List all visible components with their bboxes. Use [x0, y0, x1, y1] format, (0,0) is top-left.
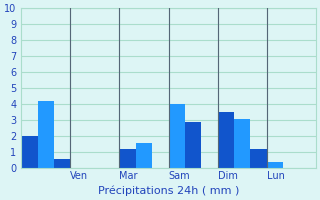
Bar: [119, 149, 128, 168]
Bar: [218, 112, 226, 168]
Bar: [136, 143, 144, 168]
Bar: [62, 159, 70, 168]
Bar: [177, 104, 185, 168]
Bar: [21, 136, 29, 168]
X-axis label: Précipitations 24h ( mm ): Précipitations 24h ( mm ): [98, 185, 239, 196]
Bar: [226, 112, 234, 168]
Bar: [29, 136, 38, 168]
Bar: [144, 143, 152, 168]
Bar: [169, 104, 177, 168]
Bar: [185, 122, 193, 168]
Bar: [250, 149, 259, 168]
Bar: [193, 122, 201, 168]
Bar: [259, 149, 267, 168]
Bar: [267, 162, 275, 168]
Bar: [38, 101, 46, 168]
Bar: [242, 119, 250, 168]
Bar: [128, 149, 136, 168]
Bar: [46, 101, 54, 168]
Bar: [54, 159, 62, 168]
Bar: [275, 162, 283, 168]
Bar: [234, 119, 242, 168]
